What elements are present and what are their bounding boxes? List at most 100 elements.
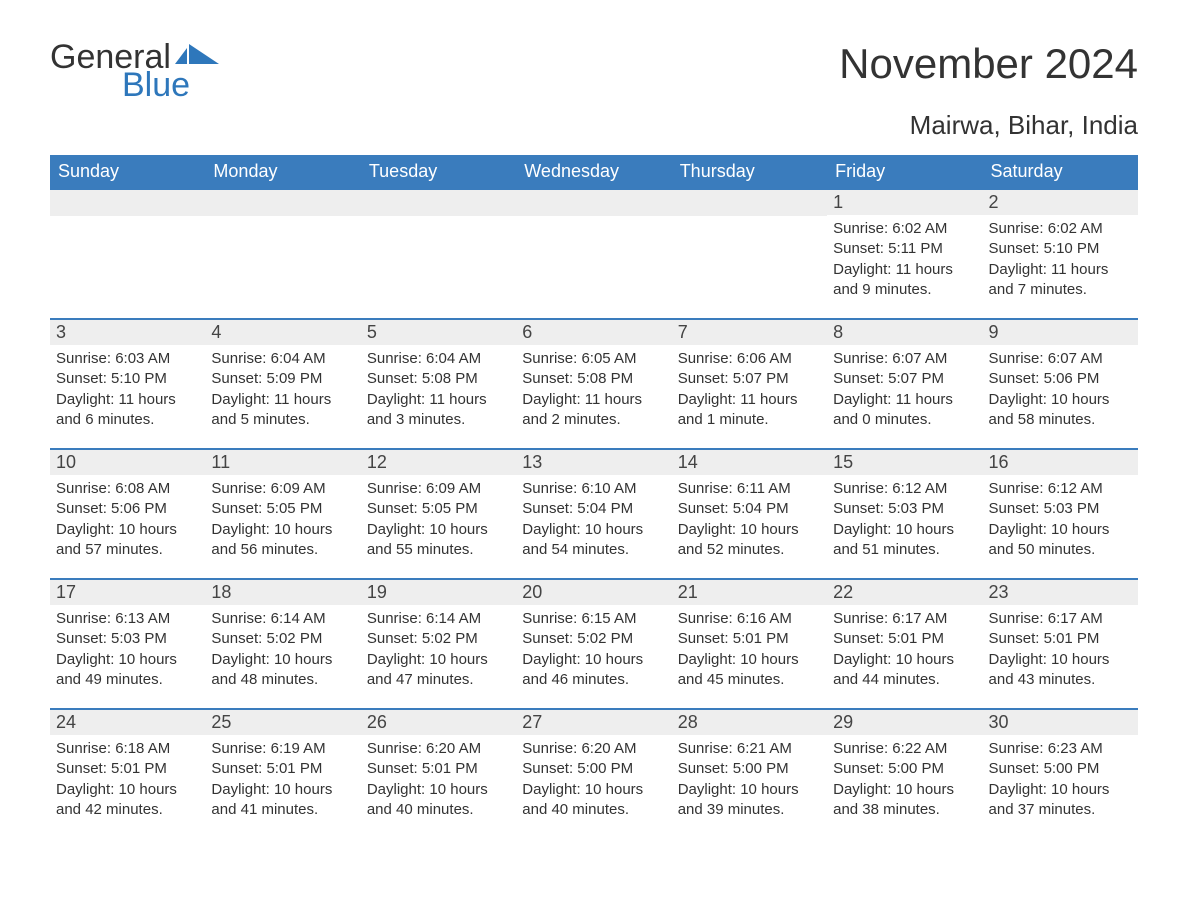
day-number: 27 (516, 710, 671, 735)
calendar-table: SundayMondayTuesdayWednesdayThursdayFrid… (50, 155, 1138, 839)
day-cell: 19Sunrise: 6:14 AMSunset: 5:02 PMDayligh… (361, 579, 516, 709)
sunrise-text: Sunrise: 6:12 AM (833, 479, 976, 499)
calendar-header: SundayMondayTuesdayWednesdayThursdayFrid… (50, 155, 1138, 189)
empty-day-cell (50, 189, 205, 319)
calendar-week-row: 1Sunrise: 6:02 AMSunset: 5:11 PMDaylight… (50, 189, 1138, 319)
day-number: 10 (50, 450, 205, 475)
day-details: Sunrise: 6:04 AMSunset: 5:09 PMDaylight:… (205, 345, 360, 438)
empty-day-cell (361, 189, 516, 319)
day-cell: 28Sunrise: 6:21 AMSunset: 5:00 PMDayligh… (672, 709, 827, 839)
empty-day-cell (672, 189, 827, 319)
sunset-text: Sunset: 5:03 PM (989, 499, 1132, 519)
day-number: 16 (983, 450, 1138, 475)
day-details: Sunrise: 6:14 AMSunset: 5:02 PMDaylight:… (361, 605, 516, 698)
day-cell: 3Sunrise: 6:03 AMSunset: 5:10 PMDaylight… (50, 319, 205, 449)
day-details: Sunrise: 6:17 AMSunset: 5:01 PMDaylight:… (983, 605, 1138, 698)
day-details: Sunrise: 6:14 AMSunset: 5:02 PMDaylight:… (205, 605, 360, 698)
daylight-text: Daylight: 10 hours and 47 minutes. (367, 650, 510, 691)
day-cell: 2Sunrise: 6:02 AMSunset: 5:10 PMDaylight… (983, 189, 1138, 319)
day-cell: 9Sunrise: 6:07 AMSunset: 5:06 PMDaylight… (983, 319, 1138, 449)
sunrise-text: Sunrise: 6:06 AM (678, 349, 821, 369)
calendar-week-row: 3Sunrise: 6:03 AMSunset: 5:10 PMDaylight… (50, 319, 1138, 449)
sunset-text: Sunset: 5:08 PM (522, 369, 665, 389)
daylight-text: Daylight: 10 hours and 42 minutes. (56, 780, 199, 821)
sunset-text: Sunset: 5:01 PM (56, 759, 199, 779)
sunrise-text: Sunrise: 6:05 AM (522, 349, 665, 369)
empty-day-cell (516, 189, 671, 319)
day-cell: 23Sunrise: 6:17 AMSunset: 5:01 PMDayligh… (983, 579, 1138, 709)
daylight-text: Daylight: 10 hours and 56 minutes. (211, 520, 354, 561)
sunrise-text: Sunrise: 6:13 AM (56, 609, 199, 629)
sunset-text: Sunset: 5:02 PM (367, 629, 510, 649)
day-details: Sunrise: 6:12 AMSunset: 5:03 PMDaylight:… (983, 475, 1138, 568)
daylight-text: Daylight: 10 hours and 57 minutes. (56, 520, 199, 561)
day-number: 8 (827, 320, 982, 345)
day-number-row (50, 190, 205, 216)
day-cell: 20Sunrise: 6:15 AMSunset: 5:02 PMDayligh… (516, 579, 671, 709)
day-cell: 18Sunrise: 6:14 AMSunset: 5:02 PMDayligh… (205, 579, 360, 709)
day-cell: 14Sunrise: 6:11 AMSunset: 5:04 PMDayligh… (672, 449, 827, 579)
column-header: Wednesday (516, 155, 671, 189)
page-subtitle: Mairwa, Bihar, India (50, 110, 1138, 141)
column-header: Tuesday (361, 155, 516, 189)
day-details: Sunrise: 6:22 AMSunset: 5:00 PMDaylight:… (827, 735, 982, 828)
day-number: 1 (827, 190, 982, 215)
column-header: Monday (205, 155, 360, 189)
day-cell: 17Sunrise: 6:13 AMSunset: 5:03 PMDayligh… (50, 579, 205, 709)
day-details: Sunrise: 6:03 AMSunset: 5:10 PMDaylight:… (50, 345, 205, 438)
day-number: 6 (516, 320, 671, 345)
calendar-week-row: 17Sunrise: 6:13 AMSunset: 5:03 PMDayligh… (50, 579, 1138, 709)
sunset-text: Sunset: 5:03 PM (833, 499, 976, 519)
daylight-text: Daylight: 10 hours and 55 minutes. (367, 520, 510, 561)
day-details: Sunrise: 6:17 AMSunset: 5:01 PMDaylight:… (827, 605, 982, 698)
day-details: Sunrise: 6:02 AMSunset: 5:11 PMDaylight:… (827, 215, 982, 308)
sunrise-text: Sunrise: 6:03 AM (56, 349, 199, 369)
daylight-text: Daylight: 10 hours and 43 minutes. (989, 650, 1132, 691)
day-number: 2 (983, 190, 1138, 215)
column-header: Friday (827, 155, 982, 189)
sunset-text: Sunset: 5:01 PM (367, 759, 510, 779)
day-number: 23 (983, 580, 1138, 605)
daylight-text: Daylight: 10 hours and 45 minutes. (678, 650, 821, 691)
day-number: 9 (983, 320, 1138, 345)
sunset-text: Sunset: 5:03 PM (56, 629, 199, 649)
sunrise-text: Sunrise: 6:16 AM (678, 609, 821, 629)
day-details: Sunrise: 6:08 AMSunset: 5:06 PMDaylight:… (50, 475, 205, 568)
day-details: Sunrise: 6:09 AMSunset: 5:05 PMDaylight:… (361, 475, 516, 568)
day-details: Sunrise: 6:05 AMSunset: 5:08 PMDaylight:… (516, 345, 671, 438)
sunset-text: Sunset: 5:06 PM (56, 499, 199, 519)
header-row: General Blue November 2024 (50, 40, 1138, 102)
day-cell: 6Sunrise: 6:05 AMSunset: 5:08 PMDaylight… (516, 319, 671, 449)
sunrise-text: Sunrise: 6:19 AM (211, 739, 354, 759)
calendar-week-row: 24Sunrise: 6:18 AMSunset: 5:01 PMDayligh… (50, 709, 1138, 839)
sunset-text: Sunset: 5:01 PM (678, 629, 821, 649)
sunset-text: Sunset: 5:08 PM (367, 369, 510, 389)
day-number: 12 (361, 450, 516, 475)
day-details: Sunrise: 6:23 AMSunset: 5:00 PMDaylight:… (983, 735, 1138, 828)
logo: General Blue (50, 40, 219, 102)
day-cell: 22Sunrise: 6:17 AMSunset: 5:01 PMDayligh… (827, 579, 982, 709)
sunrise-text: Sunrise: 6:08 AM (56, 479, 199, 499)
calendar-week-row: 10Sunrise: 6:08 AMSunset: 5:06 PMDayligh… (50, 449, 1138, 579)
day-number-row (672, 190, 827, 216)
sunrise-text: Sunrise: 6:21 AM (678, 739, 821, 759)
day-cell: 8Sunrise: 6:07 AMSunset: 5:07 PMDaylight… (827, 319, 982, 449)
day-number: 4 (205, 320, 360, 345)
day-number: 15 (827, 450, 982, 475)
day-cell: 1Sunrise: 6:02 AMSunset: 5:11 PMDaylight… (827, 189, 982, 319)
daylight-text: Daylight: 11 hours and 9 minutes. (833, 260, 976, 301)
day-cell: 21 Sunrise: 6:16 AMSunset: 5:01 PMDayligh… (672, 579, 827, 709)
sunrise-text: Sunrise: 6:20 AM (367, 739, 510, 759)
sunrise-text: Sunrise: 6:14 AM (211, 609, 354, 629)
sunrise-text: Sunrise: 6:02 AM (989, 219, 1132, 239)
sunset-text: Sunset: 5:02 PM (211, 629, 354, 649)
day-number: 7 (672, 320, 827, 345)
sunrise-text: Sunrise: 6:09 AM (367, 479, 510, 499)
day-number: 21 (672, 580, 827, 605)
daylight-text: Daylight: 10 hours and 46 minutes. (522, 650, 665, 691)
daylight-text: Daylight: 10 hours and 51 minutes. (833, 520, 976, 561)
daylight-text: Daylight: 10 hours and 54 minutes. (522, 520, 665, 561)
day-number: 29 (827, 710, 982, 735)
daylight-text: Daylight: 10 hours and 49 minutes. (56, 650, 199, 691)
day-number-row (516, 190, 671, 216)
